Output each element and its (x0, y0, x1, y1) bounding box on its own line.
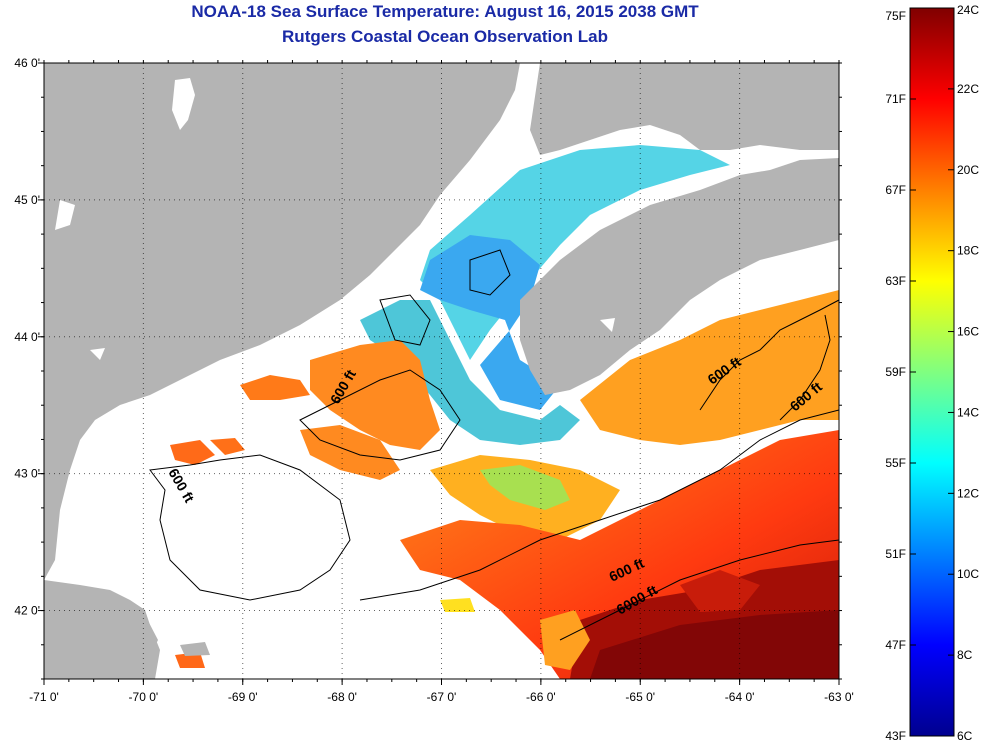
sst-warm-eddy (680, 570, 760, 612)
colorbar-fahrenheit-label: 63F (885, 274, 906, 288)
sst-patch-south-2 (175, 652, 205, 668)
colorbar-fahrenheit-label: 47F (885, 638, 906, 652)
lon-tick-label: -68 0' (327, 690, 357, 704)
colorbar-fahrenheit-label: 75F (885, 9, 906, 23)
land (44, 63, 839, 679)
colorbar-celsius-label: 10C (957, 567, 979, 581)
colorbar-fahrenheit-label: 55F (885, 456, 906, 470)
sst-patch-south-3 (540, 610, 590, 670)
sst-scotian-shelf (580, 290, 839, 445)
land-cape-breton (820, 63, 839, 120)
lon-tick-label: -65 0' (625, 690, 655, 704)
sst-warm-patch-4 (300, 425, 400, 480)
contour-600ft-west (149, 454, 351, 601)
colorbar-celsius-label: 14C (957, 405, 979, 419)
bathymetry-contours (149, 249, 839, 641)
sst-gulf-stream-core (590, 610, 839, 679)
lat-tick-label: 42 0' (14, 604, 40, 618)
lat-tick-label: 45 0' (14, 193, 40, 207)
sst-cool-gulf (360, 300, 580, 445)
colorbar-celsius-label: 8C (957, 648, 973, 662)
lakes (55, 78, 615, 360)
lon-tick-label: -70 0' (129, 690, 159, 704)
colorbar: 24C 22C 20C 18C 16C 14C 12C 10C 8C 6C 75F 71F 67F 63… (885, 3, 979, 743)
land-nova-scotia (520, 158, 839, 395)
colorbar-fahrenheit-label: 59F (885, 365, 906, 379)
land-cape-cod (44, 580, 160, 679)
contour-600ft-east (779, 314, 831, 421)
colorbar-celsius-label: 12C (957, 486, 979, 500)
sst-warm-west (310, 340, 440, 450)
colorbar-fahrenheit-label: 43F (885, 729, 906, 743)
sst-warm-patch-2 (170, 440, 215, 465)
colorbar-fahrenheit-labels: 75F 71F 67F 63F 59F 55F 51F 47F 43F (885, 7, 916, 743)
lon-tick-label: -64 0' (725, 690, 755, 704)
colorbar-celsius-labels: 24C 22C 20C 18C 16C 14C 12C 10C 8C 6C (948, 3, 979, 743)
colorbar-celsius-label: 24C (957, 3, 979, 17)
land-cape-cod-hook (130, 615, 158, 660)
sst-field (170, 145, 839, 679)
colorbar-fahrenheit-label: 51F (885, 547, 906, 561)
colorbar-fahrenheit-label: 71F (885, 92, 906, 106)
contour-600ft-shelf-break (359, 409, 839, 601)
lon-tick-label: -71 0' (29, 690, 59, 704)
contour-6000ft (559, 539, 839, 641)
contour-600ft-scotian (699, 299, 839, 411)
colorbar-celsius-label: 18C (957, 244, 979, 258)
colorbar-scale (909, 7, 955, 737)
contour-600ft-north (469, 249, 511, 296)
land-islands-south (180, 642, 210, 656)
latitude-axis: 46 0' 45 0' 44 0' 43 0' 42 0' (14, 56, 842, 680)
land-new-brunswick (530, 63, 839, 155)
lon-tick-label: -67 0' (427, 690, 457, 704)
map-title: NOAA-18 Sea Surface Temperature: August … (191, 2, 699, 21)
sst-patch-south-1 (440, 598, 475, 612)
lat-tick-label: 46 0' (14, 56, 40, 70)
lon-tick-label: -63 0' (824, 690, 854, 704)
lat-tick-label: 44 0' (14, 330, 40, 344)
colorbar-celsius-label: 6C (957, 729, 973, 743)
lon-tick-label: -69 0' (228, 690, 258, 704)
lat-tick-label: 43 0' (14, 467, 40, 481)
colorbar-celsius-label: 22C (957, 82, 979, 96)
longitude-axis: -71 0' -70 0' -69 0' -68 0' -67 0' -66 0' -65 … (29, 60, 854, 704)
map-subtitle: Rutgers Coastal Ocean Observation Lab (282, 27, 608, 46)
sst-cold-core (420, 235, 560, 410)
land-maine-new-england (44, 63, 520, 580)
contour-600ft-gulf (379, 294, 431, 346)
contour-600ft-central (299, 369, 461, 461)
colorbar-celsius-label: 20C (957, 163, 979, 177)
colorbar-celsius-label: 16C (957, 325, 979, 339)
colorbar-fahrenheit-label: 67F (885, 183, 906, 197)
sst-warm-patch-3 (210, 438, 245, 455)
sst-georges-cool (480, 465, 570, 510)
sst-warm-patch-1 (240, 375, 310, 400)
lon-tick-label: -66 0' (526, 690, 556, 704)
